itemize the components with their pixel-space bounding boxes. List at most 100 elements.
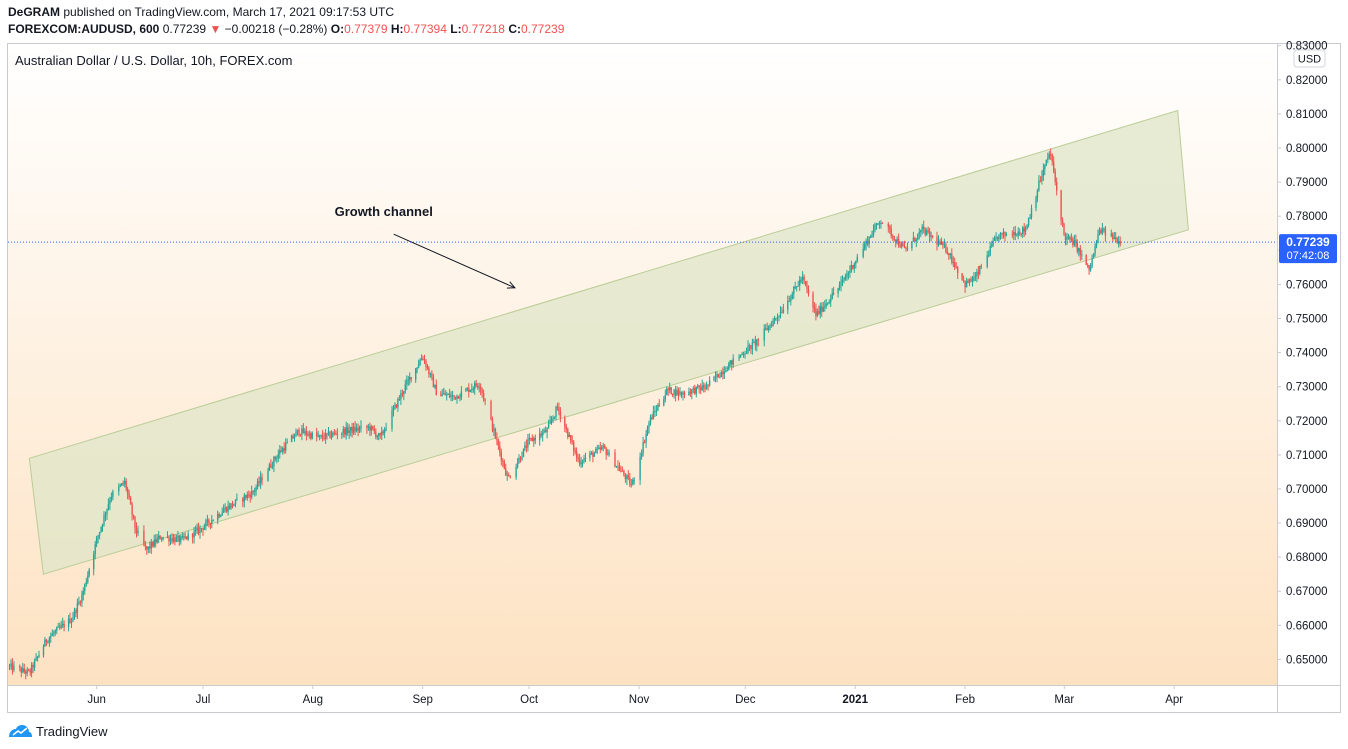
candle-body xyxy=(206,519,209,522)
candle-body xyxy=(880,222,882,224)
candle-body xyxy=(1092,253,1095,258)
candle-body xyxy=(341,433,343,435)
candle-body xyxy=(850,265,853,271)
candle-body xyxy=(33,660,36,668)
candle-body xyxy=(608,452,610,455)
candle-body xyxy=(397,399,399,408)
candle-body xyxy=(534,438,536,441)
candle-body xyxy=(741,354,743,355)
currency-badge[interactable]: USD xyxy=(1293,49,1326,68)
candle-body xyxy=(1030,208,1033,217)
candle-body xyxy=(50,635,52,638)
candle-body xyxy=(815,308,817,316)
candle-body xyxy=(376,436,378,437)
candle-body xyxy=(494,428,497,439)
candle-body xyxy=(186,536,188,539)
candle-body xyxy=(285,443,287,451)
x-tick-label: Jun xyxy=(87,694,106,706)
candle-body xyxy=(47,641,49,643)
candle-body xyxy=(841,279,844,282)
candle-body xyxy=(218,514,220,517)
author-name[interactable]: DeGRAM xyxy=(8,5,61,19)
candle-body xyxy=(69,618,71,624)
candle-body xyxy=(1072,238,1074,246)
candle-body xyxy=(448,393,451,398)
candle-body xyxy=(642,442,644,454)
candle-body xyxy=(48,637,51,642)
candle-body xyxy=(509,476,511,478)
brand-name: TradingView xyxy=(36,723,108,739)
candle-body xyxy=(782,309,785,313)
candle-body xyxy=(926,230,928,235)
growth-channel[interactable] xyxy=(28,109,1189,575)
candle-body xyxy=(454,396,457,400)
candle-body xyxy=(921,226,923,230)
candle-body xyxy=(530,438,532,439)
candle-body xyxy=(1050,154,1052,156)
candle-body xyxy=(469,390,471,392)
candle-body xyxy=(398,399,401,401)
candle-body xyxy=(251,491,253,498)
candle-body xyxy=(781,312,783,314)
candle-body xyxy=(555,406,557,417)
candle-body xyxy=(234,499,237,505)
candle-body xyxy=(222,510,225,513)
candle-body xyxy=(11,663,14,671)
candle-body xyxy=(822,307,824,312)
candle-body xyxy=(542,432,544,436)
candle-body xyxy=(1112,233,1114,240)
candle-body xyxy=(902,243,904,247)
candle-body xyxy=(705,384,708,389)
candle-body xyxy=(493,428,495,431)
growth-channel-label[interactable]: Growth channel xyxy=(335,204,433,219)
candle-body xyxy=(539,433,541,441)
candle-body xyxy=(168,536,170,542)
candle-body xyxy=(701,385,703,391)
x-tick-label: 2021 xyxy=(842,694,868,706)
footer-brand[interactable]: TradingView xyxy=(8,722,108,740)
candle-body xyxy=(149,546,151,549)
candle-body xyxy=(639,456,641,480)
candle-body xyxy=(81,594,83,603)
candle-body xyxy=(689,391,692,394)
candle-body xyxy=(748,345,751,347)
last-price-tag[interactable] xyxy=(1279,234,1337,264)
candle-body xyxy=(1026,225,1028,229)
candle-body xyxy=(383,429,386,433)
candle-body xyxy=(633,479,635,481)
candle-body xyxy=(683,392,686,395)
candle-body xyxy=(581,461,584,463)
candle-body xyxy=(1069,236,1071,240)
candle-body xyxy=(544,430,547,433)
candle-body xyxy=(912,237,915,242)
candle-body xyxy=(788,300,790,302)
candle-body xyxy=(599,447,601,450)
candle-body xyxy=(828,302,830,303)
candle-body xyxy=(152,542,154,547)
candle-body xyxy=(87,575,89,582)
candle-body xyxy=(465,389,467,392)
candle-body xyxy=(872,230,875,236)
candle-body xyxy=(895,239,897,243)
candle-body xyxy=(973,277,975,281)
candle-body xyxy=(484,399,486,401)
candle-body xyxy=(1073,240,1076,246)
candle-body xyxy=(456,395,458,400)
symbol-label: FOREXCOM:AUDUSD, 600 xyxy=(8,22,160,36)
candle-body xyxy=(500,452,502,461)
candle-body xyxy=(153,539,155,547)
candle-body xyxy=(663,399,665,406)
candle-body xyxy=(1061,220,1064,224)
candle-body xyxy=(1075,240,1077,243)
price-axis[interactable]: 0.65000 0.66000 0.67000 0.68000 0.69000 0.700… xyxy=(1277,41,1328,667)
candle-body xyxy=(592,452,594,457)
candle-body xyxy=(54,630,56,633)
candle-body xyxy=(429,373,432,375)
candle-body xyxy=(330,435,333,438)
candle-body xyxy=(838,285,841,289)
candle-body xyxy=(590,452,593,454)
candle-body xyxy=(1041,176,1043,181)
time-axis[interactable]: Jun Jul Aug Sep Oct Nov Dec 2021 Feb Mar Apr xyxy=(87,685,1183,706)
candle-body xyxy=(516,462,519,467)
